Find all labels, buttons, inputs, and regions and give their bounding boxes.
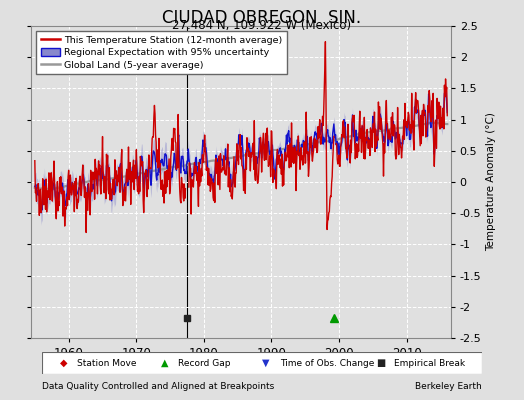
Text: Station Move: Station Move: [77, 358, 137, 368]
Text: 27.484 N, 109.922 W (Mexico): 27.484 N, 109.922 W (Mexico): [172, 19, 352, 32]
FancyBboxPatch shape: [42, 352, 482, 374]
Y-axis label: Temperature Anomaly (°C): Temperature Anomaly (°C): [486, 112, 496, 252]
Text: Data Quality Controlled and Aligned at Breakpoints: Data Quality Controlled and Aligned at B…: [42, 382, 274, 391]
Text: ■: ■: [376, 358, 386, 368]
Legend: This Temperature Station (12-month average), Regional Expectation with 95% uncer: This Temperature Station (12-month avera…: [36, 31, 288, 74]
Text: ▲: ▲: [161, 358, 168, 368]
Text: Record Gap: Record Gap: [178, 358, 231, 368]
Text: ◆: ◆: [60, 358, 67, 368]
Text: ▼: ▼: [262, 358, 269, 368]
Text: Time of Obs. Change: Time of Obs. Change: [280, 358, 374, 368]
Text: CIUDAD OBREGON  SIN.: CIUDAD OBREGON SIN.: [162, 9, 362, 27]
Text: Berkeley Earth: Berkeley Earth: [416, 382, 482, 391]
Text: Empirical Break: Empirical Break: [394, 358, 465, 368]
